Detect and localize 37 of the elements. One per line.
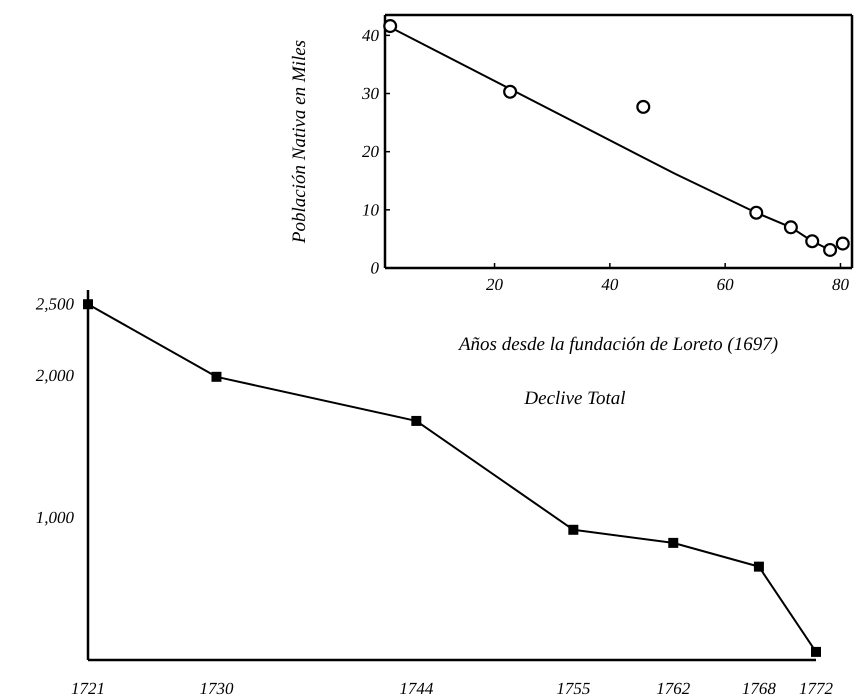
point xyxy=(83,299,93,310)
point xyxy=(805,234,820,248)
point xyxy=(754,562,764,572)
point xyxy=(636,100,650,114)
point xyxy=(668,538,678,548)
y-tick-label: 2,000 xyxy=(36,366,74,385)
x-tick-label: 1772 xyxy=(799,679,834,698)
y-tick-label: 40 xyxy=(362,26,380,45)
point xyxy=(811,646,821,657)
point xyxy=(568,524,578,535)
y-tick-label: 1,000 xyxy=(36,508,74,528)
x-tick-label: 1755 xyxy=(556,679,590,698)
x-tick-label: 1730 xyxy=(199,679,234,698)
x-axis-title: Años desde la fundación de Loreto (1697) xyxy=(456,334,778,355)
point xyxy=(784,220,798,234)
x-tick-label: 1762 xyxy=(656,679,691,698)
point xyxy=(749,206,764,220)
point xyxy=(503,84,518,99)
y-tick-label: 10 xyxy=(362,200,380,220)
y-tick-label: 30 xyxy=(361,84,380,103)
x-tick-label: 1721 xyxy=(71,679,105,698)
x-tick-label: 1768 xyxy=(742,679,776,698)
x-tick-label: 60 xyxy=(716,275,734,294)
text: Declive Total xyxy=(523,388,626,409)
point xyxy=(836,236,850,251)
x-tick-label: 1744 xyxy=(399,679,434,698)
y-tick-label: 20 xyxy=(362,142,380,162)
x-tick-label: 80 xyxy=(832,275,850,294)
y-tick-label: 0 xyxy=(370,258,380,278)
x-tick-label: 20 xyxy=(486,275,504,294)
point xyxy=(211,372,222,382)
point xyxy=(383,19,398,34)
y-tick-label: 2,500 xyxy=(36,294,74,314)
y-axis-title: Población Nativa en Miles xyxy=(289,40,310,244)
point xyxy=(411,416,422,426)
point xyxy=(823,242,838,257)
x-tick-label: 40 xyxy=(601,275,619,294)
